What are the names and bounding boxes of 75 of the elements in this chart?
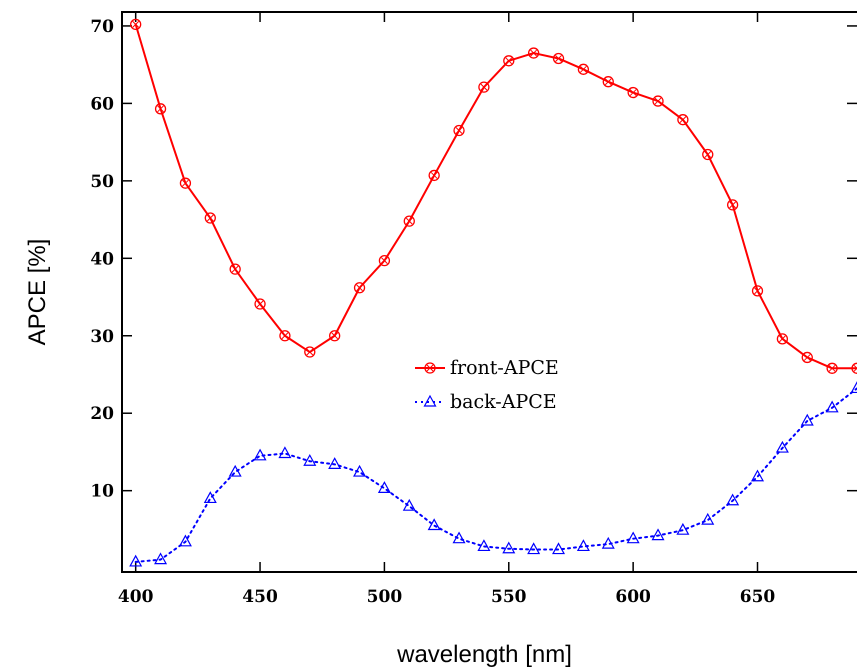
y-tick-label: 50	[90, 172, 114, 192]
point	[304, 454, 316, 466]
y-tick-label: 30	[90, 326, 114, 347]
y-axis-title: APCE [%]	[24, 238, 51, 346]
point	[528, 542, 540, 554]
legend-label: back-APCE	[450, 391, 557, 413]
point	[404, 215, 415, 227]
point	[503, 55, 514, 66]
point	[180, 178, 192, 189]
point	[453, 124, 465, 136]
x-tick-label: 500	[366, 587, 402, 607]
point	[627, 532, 640, 544]
point	[602, 538, 614, 549]
point	[552, 542, 565, 554]
x-tick-label: 450	[242, 587, 278, 607]
x-axis-title: wavelength [nm]	[396, 641, 572, 667]
point	[428, 170, 440, 182]
point	[826, 401, 838, 412]
point	[502, 542, 515, 554]
x-tick-label: 600	[615, 587, 652, 607]
point	[254, 298, 266, 310]
point	[776, 441, 788, 453]
point	[752, 285, 764, 296]
point	[279, 330, 291, 342]
point	[130, 555, 142, 567]
point	[652, 95, 664, 107]
point	[478, 540, 490, 552]
x-tick-label: 550	[491, 587, 527, 607]
point	[452, 532, 466, 544]
point	[329, 330, 340, 342]
point	[801, 414, 814, 426]
point	[677, 114, 689, 126]
point	[130, 18, 142, 30]
y-tick-label: 70	[90, 16, 114, 37]
y-tick-label: 10	[90, 482, 114, 502]
point	[154, 553, 167, 564]
y-tick-label: 20	[90, 404, 114, 424]
point	[726, 199, 738, 211]
x-tick-label: 650	[740, 587, 776, 607]
point	[179, 535, 192, 546]
point	[378, 254, 390, 266]
point	[428, 518, 440, 530]
y-tick-label: 40	[90, 249, 114, 270]
point	[378, 482, 391, 493]
point	[478, 81, 490, 93]
point	[652, 528, 664, 540]
x-tick-label: 400	[118, 587, 154, 607]
point	[229, 465, 242, 477]
point	[278, 446, 292, 458]
point	[154, 103, 166, 114]
point	[403, 500, 416, 511]
point	[776, 333, 788, 345]
point	[204, 212, 216, 224]
point	[577, 540, 590, 552]
point	[328, 458, 341, 469]
point	[254, 449, 266, 460]
point	[204, 492, 216, 504]
point	[627, 86, 639, 98]
point	[702, 148, 714, 160]
point	[602, 76, 614, 88]
point	[552, 52, 564, 64]
point	[230, 264, 241, 275]
legend-label: front-APCE	[450, 357, 559, 379]
point	[751, 470, 764, 482]
point	[726, 494, 739, 506]
point	[353, 465, 366, 477]
point	[354, 282, 366, 294]
point	[676, 524, 689, 535]
point	[304, 346, 316, 358]
point	[578, 64, 590, 75]
point	[826, 362, 838, 374]
point	[802, 352, 813, 364]
point	[528, 47, 540, 59]
y-tick-label: 60	[90, 94, 114, 114]
point	[702, 514, 714, 525]
